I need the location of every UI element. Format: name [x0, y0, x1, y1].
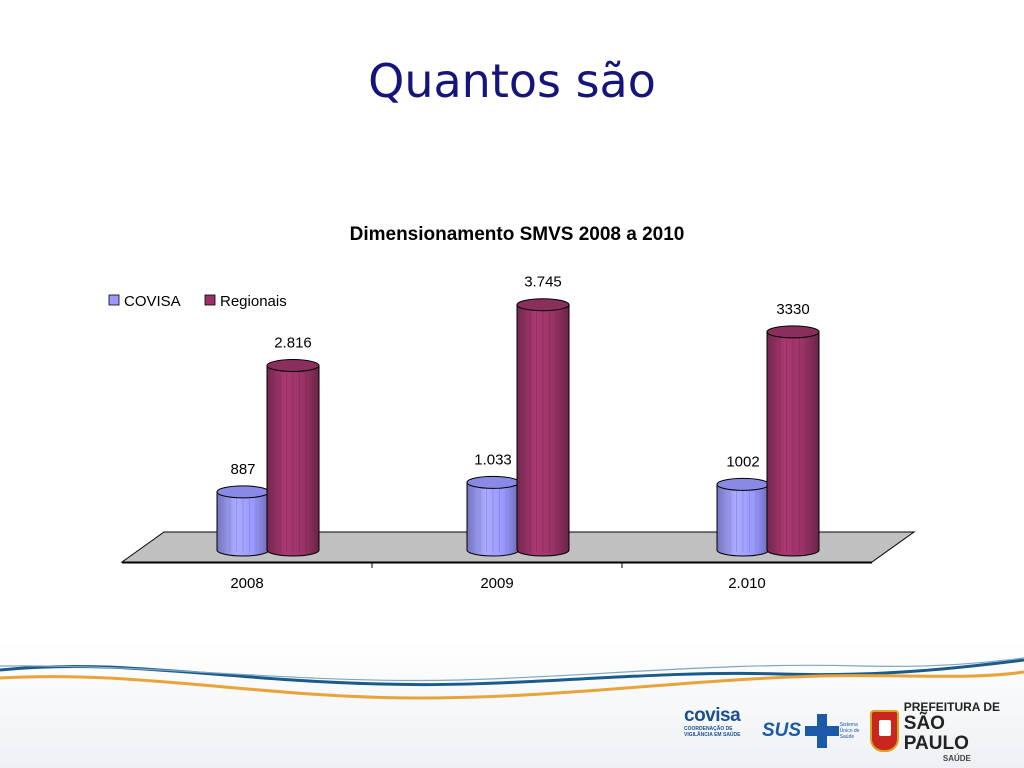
bar-top-covisa-2008	[216, 485, 270, 499]
pmsp-logo-line1: PREFEITURA DE	[903, 699, 1000, 714]
chart-legend: COVISA Regionais	[108, 293, 287, 310]
bar-top-covisa-2.010	[716, 477, 770, 491]
slide-title: Quantos são	[368, 54, 656, 108]
data-label-regionais-2.010: 3330	[776, 301, 809, 318]
chart-bars: 887 2.816 1.033 3.745 1002 3330	[216, 274, 820, 557]
bar-top-regionais-2009	[516, 298, 570, 312]
sus-logo: SUS Sistema Único de Saúde	[762, 706, 862, 756]
covisa-logo-name: covisa	[684, 705, 741, 726]
legend-label-covisa: COVISA	[124, 293, 181, 310]
covisa-logo: covisa COORDENAÇÃO DE VIGILÂNCIA EM SAÚD…	[684, 706, 750, 756]
footer-background	[0, 640, 1024, 768]
wave-blue-thin	[0, 657, 1024, 682]
data-label-covisa-2008: 887	[230, 461, 255, 478]
wave-orange	[0, 670, 1024, 700]
data-label-covisa-2009: 1.033	[474, 451, 512, 468]
bar-top-regionais-2008	[266, 359, 320, 373]
legend-swatch-regionais	[204, 294, 216, 306]
prefeitura-sao-paulo-logo: PREFEITURA DE SÃO PAULO SAÚDE	[870, 700, 1010, 763]
coat-of-arms-icon	[870, 710, 899, 752]
pmsp-logo-line3: SAÚDE	[942, 753, 971, 763]
bar-chart: Dimensionamento SMVS 2008 a 2010 COVISA …	[108, 224, 916, 592]
data-label-regionais-2009: 3.745	[524, 274, 562, 291]
sus-cross-icon	[805, 714, 840, 748]
footer-waves	[0, 640, 1024, 768]
data-label-regionais-2008: 2.816	[274, 335, 312, 352]
bar-top-covisa-2009	[466, 475, 520, 489]
x-tick-label-2009: 2009	[480, 575, 513, 592]
x-tick-label-2008: 2008	[230, 575, 263, 592]
sus-logo-name: SUS	[762, 720, 802, 741]
chart-title: Dimensionamento SMVS 2008 a 2010	[350, 224, 685, 245]
bar-top-regionais-2.010	[766, 325, 820, 339]
x-tick-label-2.010: 2.010	[728, 575, 766, 592]
legend-swatch-covisa	[108, 294, 120, 306]
data-label-covisa-2.010: 1002	[726, 453, 759, 470]
covisa-logo-subtitle: COORDENAÇÃO DE VIGILÂNCIA EM SAÚDE	[684, 726, 741, 738]
x-axis: 2008 2009 2.010	[230, 563, 766, 592]
sus-logo-subtitle: Sistema Único de Saúde	[839, 722, 860, 740]
legend-label-regionais: Regionais	[220, 293, 287, 310]
pmsp-logo-line2: SÃO PAULO	[903, 712, 969, 754]
